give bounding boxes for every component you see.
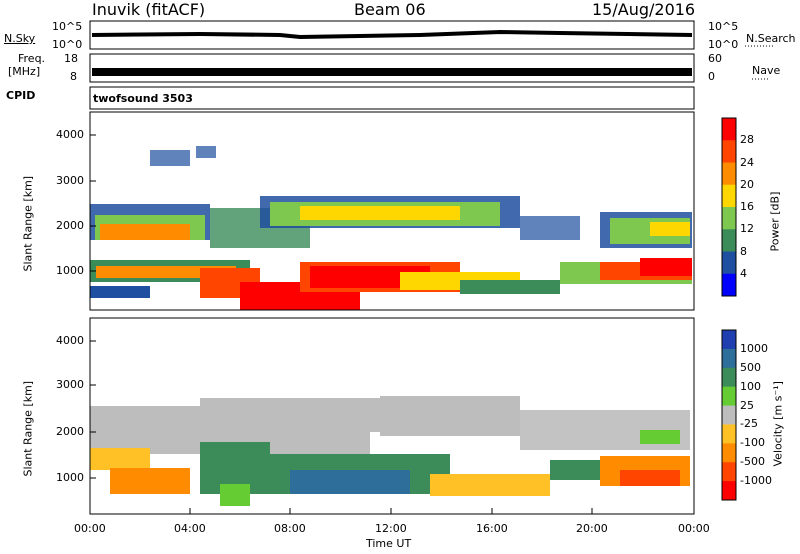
velocity-colorbar-label: Velocity [m s⁻¹] xyxy=(771,381,785,467)
velocity-colorbar-segment xyxy=(722,348,736,369)
power-colorbar-segment xyxy=(722,184,736,208)
cpid-value: twofsound 3503 xyxy=(93,92,193,105)
y-axis-ticks xyxy=(90,134,96,479)
power-colorbar-frame xyxy=(721,117,737,297)
power-colorbar-label: Power [dB] xyxy=(768,191,782,252)
velocity-colorbar-tick: -1000 xyxy=(740,474,772,488)
velocity-colorbar-segment xyxy=(722,481,736,501)
velocity-colorbar-segment xyxy=(722,405,736,425)
power-ytick-2000: 2000 xyxy=(56,219,84,232)
velocity-colorbar-segment xyxy=(722,330,736,350)
power-colorbar-tick: 8 xyxy=(740,244,747,258)
velocity-colorbar xyxy=(721,329,737,501)
freq-left-top: 18 xyxy=(64,52,78,65)
velocity-colorbar-tick: 500 xyxy=(740,360,761,374)
xtick-0: 00:00 xyxy=(74,522,106,535)
power-colorbar-tick: 24 xyxy=(740,155,754,169)
nsky-right-top: 10^5 xyxy=(708,20,739,33)
power-colorbar-tick: 20 xyxy=(740,177,754,191)
nave-label: Nave xyxy=(752,64,781,77)
freq-label-1: Freq. xyxy=(18,52,46,65)
power-colorbar-segment xyxy=(722,207,736,230)
station-title: Inuvik (fitACF) xyxy=(92,0,206,19)
power-colorbar-tick: 16 xyxy=(740,200,754,213)
power-colorbar-segment xyxy=(722,118,736,141)
xtick-3: 12:00 xyxy=(375,522,407,535)
power-ytick-3000: 3000 xyxy=(56,174,84,187)
power-colorbar xyxy=(721,117,737,297)
power-colorbar-tick: 4 xyxy=(740,266,747,280)
power-colorbar-segment xyxy=(722,162,736,186)
power-panel-frame xyxy=(89,111,695,311)
x-axis-ticks xyxy=(189,508,593,514)
nsky-trace xyxy=(91,29,693,40)
power-colorbar-segment xyxy=(722,140,736,163)
velocity-panel-frame xyxy=(89,317,695,515)
nsky-label: N.Sky xyxy=(4,32,36,45)
freq-trace xyxy=(92,68,692,76)
velocity-colorbar-tick: -500 xyxy=(740,455,765,469)
velocity-ytick-4000: 4000 xyxy=(56,334,84,347)
power-colorbar-tick: 12 xyxy=(740,222,754,236)
freq-panel-frame xyxy=(89,53,695,83)
nsky-right-bottom: 10^0 xyxy=(708,38,739,51)
velocity-ytick-2000: 2000 xyxy=(56,425,84,438)
velocity-colorbar-segment xyxy=(722,424,736,444)
velocity-colorbar-segment xyxy=(722,386,736,407)
power-heatmap xyxy=(90,112,694,310)
xtick-5: 20:00 xyxy=(576,522,608,535)
cpid-panel-frame xyxy=(89,86,695,110)
velocity-colorbar-segment xyxy=(722,462,736,482)
velocity-colorbar-segment xyxy=(722,367,736,388)
power-ylabel: Slant Range [km] xyxy=(21,175,35,272)
velocity-colorbar-tick: 100 xyxy=(740,379,761,393)
xtick-1: 04:00 xyxy=(174,522,206,535)
velocity-colorbar-tick: -100 xyxy=(740,436,765,450)
velocity-colorbar-segment xyxy=(722,443,736,463)
velocity-colorbar-tick: 25 xyxy=(740,398,754,412)
nsky-left-top: 10^5 xyxy=(52,20,83,33)
velocity-ytick-3000: 3000 xyxy=(56,378,84,391)
nsky-left-bottom: 10^0 xyxy=(52,38,83,51)
cpid-label: CPID xyxy=(6,89,36,102)
velocity-colorbar-frame xyxy=(721,329,737,501)
velocity-colorbar-tick: -25 xyxy=(740,417,758,431)
xaxis-label: Time UT xyxy=(366,537,412,550)
velocity-colorbar-tick: 1000 xyxy=(740,341,768,355)
beam-title: Beam 06 xyxy=(354,0,426,19)
date-title: 15/Aug/2016 xyxy=(592,0,696,19)
nsearch-label: N.Search xyxy=(746,32,796,45)
freq-right-bottom: 0 xyxy=(708,70,715,83)
power-ytick-4000: 4000 xyxy=(56,128,84,141)
freq-label-2: [MHz] xyxy=(8,65,41,78)
power-colorbar-tick: 28 xyxy=(740,133,754,147)
xtick-6: 00:00 xyxy=(678,522,710,535)
power-colorbar-segment xyxy=(722,251,736,275)
velocity-heatmap xyxy=(90,318,694,514)
power-ytick-1000: 1000 xyxy=(56,264,84,277)
freq-right-top: 60 xyxy=(708,52,722,65)
velocity-ytick-1000: 1000 xyxy=(56,471,84,484)
power-colorbar-segment xyxy=(722,273,736,297)
xtick-2: 08:00 xyxy=(274,522,306,535)
freq-left-bottom: 8 xyxy=(70,70,77,83)
xtick-4: 16:00 xyxy=(476,522,508,535)
nsky-panel-frame xyxy=(89,20,695,50)
velocity-ylabel: Slant Range [km] xyxy=(21,380,35,477)
power-colorbar-segment xyxy=(722,229,736,252)
